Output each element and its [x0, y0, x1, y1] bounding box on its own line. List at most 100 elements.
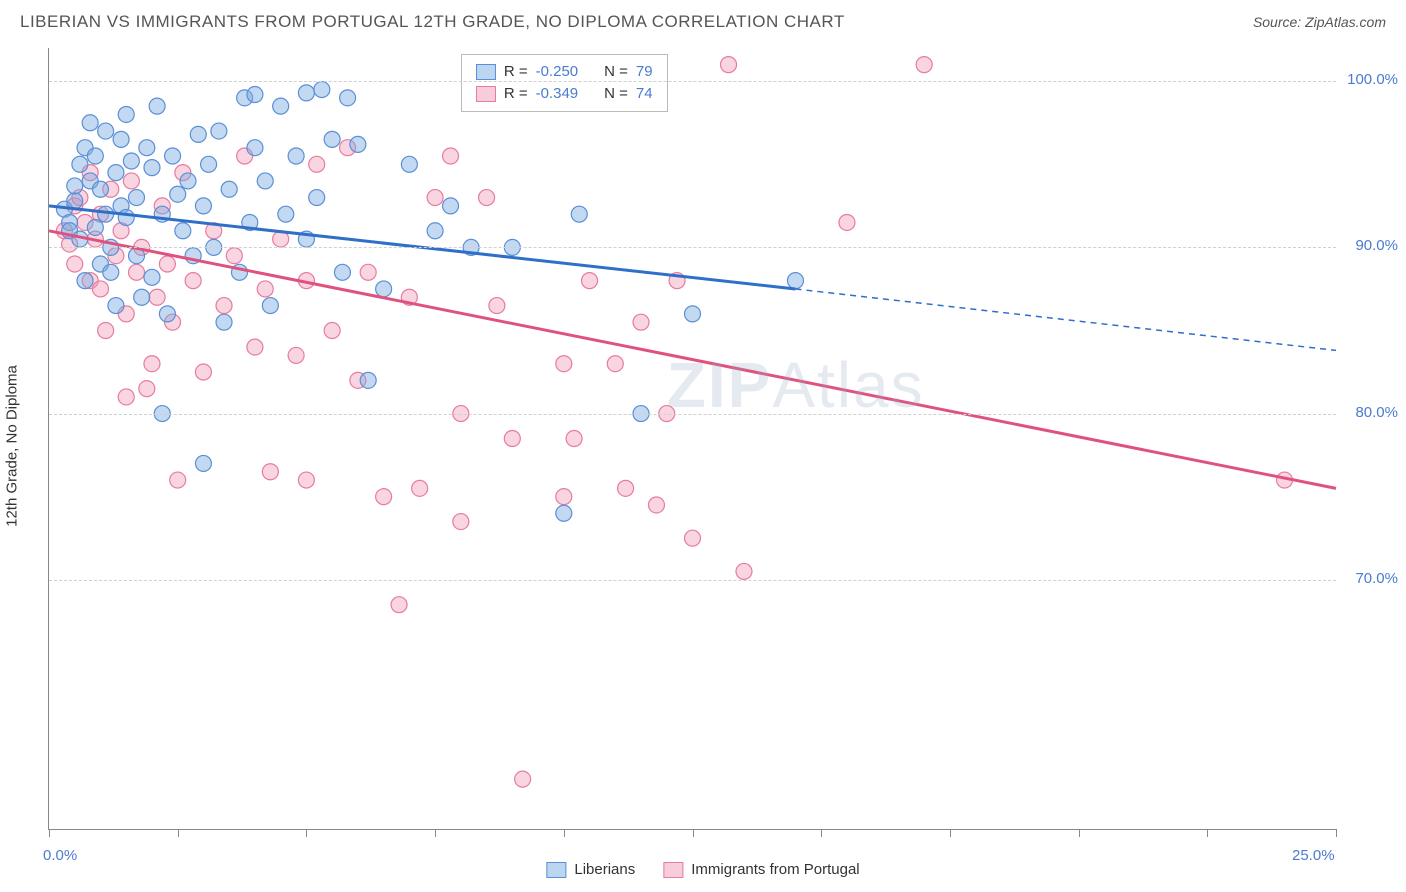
y-tick-label: 70.0% [1355, 570, 1398, 587]
scatter-point [108, 165, 124, 181]
gridline [49, 580, 1336, 581]
scatter-point [350, 136, 366, 152]
chart-svg [49, 48, 1336, 829]
legend-series-label: Immigrants from Portugal [691, 861, 859, 878]
x-tick [49, 829, 50, 837]
scatter-point [916, 57, 932, 73]
scatter-point [391, 597, 407, 613]
legend-n-value: 79 [636, 61, 653, 83]
scatter-point [340, 90, 356, 106]
scatter-point [170, 186, 186, 202]
scatter-point [443, 148, 459, 164]
legend-series: LiberiansImmigrants from Portugal [546, 861, 859, 878]
x-tick [178, 829, 179, 837]
x-tick [1336, 829, 1337, 837]
legend-n-value: 74 [636, 83, 653, 105]
scatter-point [489, 298, 505, 314]
scatter-point [479, 190, 495, 206]
scatter-point [195, 364, 211, 380]
scatter-point [118, 106, 134, 122]
scatter-point [566, 431, 582, 447]
legend-r-value: -0.250 [536, 61, 579, 83]
scatter-point [175, 223, 191, 239]
x-tick-label: 0.0% [43, 847, 77, 864]
y-tick-label: 90.0% [1355, 237, 1398, 254]
scatter-point [144, 356, 160, 372]
trend-line-liberians-ext [795, 289, 1336, 350]
scatter-point [149, 98, 165, 114]
legend-n-label: N = [604, 61, 628, 83]
scatter-point [92, 181, 108, 197]
chart-container: LIBERIAN VS IMMIGRANTS FROM PORTUGAL 12T… [0, 0, 1406, 892]
scatter-point [376, 489, 392, 505]
scatter-point [123, 153, 139, 169]
scatter-point [515, 771, 531, 787]
scatter-point [721, 57, 737, 73]
x-tick [821, 829, 822, 837]
scatter-point [648, 497, 664, 513]
scatter-point [618, 480, 634, 496]
scatter-point [118, 389, 134, 405]
scatter-point [98, 123, 114, 139]
scatter-point [216, 298, 232, 314]
scatter-point [72, 156, 88, 172]
legend-correlation-row: R = -0.349 N = 74 [476, 83, 653, 105]
legend-r-label: R = [504, 83, 528, 105]
scatter-point [144, 160, 160, 176]
scatter-point [278, 206, 294, 222]
scatter-point [67, 178, 83, 194]
scatter-point [103, 264, 119, 280]
scatter-point [401, 156, 417, 172]
scatter-point [195, 455, 211, 471]
scatter-point [123, 173, 139, 189]
scatter-point [324, 131, 340, 147]
scatter-point [216, 314, 232, 330]
x-tick [1207, 829, 1208, 837]
scatter-point [314, 82, 330, 98]
scatter-point [273, 98, 289, 114]
scatter-point [159, 256, 175, 272]
scatter-point [67, 193, 83, 209]
scatter-point [118, 209, 134, 225]
scatter-point [185, 273, 201, 289]
scatter-point [247, 140, 263, 156]
scatter-point [165, 148, 181, 164]
scatter-point [139, 381, 155, 397]
chart-title: LIBERIAN VS IMMIGRANTS FROM PORTUGAL 12T… [20, 12, 845, 32]
plot-area: ZIPAtlas R = -0.250 N = 79 R = -0.349 N … [48, 48, 1336, 830]
legend-swatch [476, 86, 496, 102]
scatter-point [149, 289, 165, 305]
scatter-point [556, 356, 572, 372]
y-tick-label: 100.0% [1347, 71, 1398, 88]
scatter-point [685, 530, 701, 546]
scatter-point [159, 306, 175, 322]
scatter-point [211, 123, 227, 139]
x-tick-label: 25.0% [1292, 847, 1335, 864]
scatter-point [221, 181, 237, 197]
legend-swatch [476, 64, 496, 80]
scatter-point [607, 356, 623, 372]
scatter-point [839, 214, 855, 230]
x-tick [950, 829, 951, 837]
scatter-point [504, 431, 520, 447]
scatter-point [139, 140, 155, 156]
scatter-point [77, 273, 93, 289]
legend-r-value: -0.349 [536, 83, 579, 105]
legend-n-label: N = [604, 83, 628, 105]
scatter-point [144, 269, 160, 285]
scatter-point [571, 206, 587, 222]
scatter-point [67, 256, 83, 272]
x-tick [693, 829, 694, 837]
header: LIBERIAN VS IMMIGRANTS FROM PORTUGAL 12T… [0, 0, 1406, 40]
gridline [49, 414, 1336, 415]
scatter-point [190, 126, 206, 142]
x-tick [564, 829, 565, 837]
scatter-point [376, 281, 392, 297]
scatter-point [298, 472, 314, 488]
scatter-point [324, 322, 340, 338]
scatter-point [226, 248, 242, 264]
scatter-point [195, 198, 211, 214]
y-axis-label: 12th Grade, No Diploma [4, 365, 21, 527]
scatter-point [108, 298, 124, 314]
scatter-point [129, 264, 145, 280]
